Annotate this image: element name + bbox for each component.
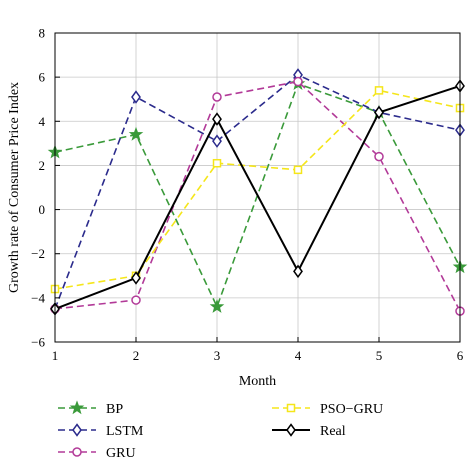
legend-marker-pso-gru [286,403,296,413]
x-tick-label: 6 [457,348,464,363]
series-pso-gru [50,86,465,294]
plot-frame [54,32,461,343]
series-lstm [50,68,465,316]
legend-entry-lstm: LSTM [58,423,144,439]
y-tick-label: −6 [31,335,45,350]
x-tick-label: 1 [52,348,59,363]
data-point-gru [131,295,141,305]
legend-marker-lstm [72,423,82,437]
series-line-gru [54,80,461,312]
data-point-gru [374,151,384,162]
data-point-real [212,112,222,126]
legend: BP LSTM GRU PSO−GRU Real [58,400,383,461]
data-point-bp [209,299,225,313]
legend-marker-bp [69,400,85,415]
y-axis-title: Growth rate of Consumer Price Index [7,82,22,293]
grid [54,32,461,343]
series-real [50,79,465,316]
legend-label-bp: BP [106,402,123,417]
y-tick-label: −4 [31,290,45,305]
legend-label-lstm: LSTM [106,424,144,439]
data-point-gru [293,76,303,87]
y-tick-label: −2 [31,246,45,261]
legend-entry-bp: BP [58,400,123,417]
series-line-pso-gru [54,89,461,290]
axis-ticks: 1 2 3 4 5 6 −6 −4 −2 0 2 4 6 8 [31,26,464,364]
legend-entry-real: Real [272,423,346,439]
y-tick-label: 0 [39,202,46,217]
legend-entry-pso-gru: PSO−GRU [272,402,383,417]
data-point-real [374,105,384,120]
x-tick-label: 5 [376,348,383,363]
legend-label-pso-gru: PSO−GRU [320,402,383,417]
data-point-lstm [212,134,222,148]
data-point-pso-gru [212,158,222,168]
legend-marker-real [286,423,296,437]
legend-entry-gru: GRU [58,446,136,461]
series-line-real [54,85,461,310]
legend-label-gru: GRU [106,446,136,461]
data-point-gru [212,92,222,102]
x-axis-title: Month [239,374,276,389]
series-line-lstm [54,74,461,310]
y-tick-label: 2 [39,158,46,173]
x-tick-label: 4 [295,348,302,363]
series-lines [47,68,468,316]
x-tick-label: 2 [133,348,140,363]
data-point-pso-gru [374,86,384,95]
data-point-real [293,264,303,279]
y-tick-label: 6 [39,70,46,85]
data-point-real [131,271,141,285]
data-point-pso-gru [293,165,303,175]
y-tick-label: 4 [39,114,46,129]
data-point-bp [128,126,144,141]
data-point-lstm [131,90,141,104]
legend-label-real: Real [320,424,346,439]
legend-marker-gru [72,447,82,457]
y-tick-label: 8 [39,26,46,41]
x-tick-label: 3 [214,348,221,363]
